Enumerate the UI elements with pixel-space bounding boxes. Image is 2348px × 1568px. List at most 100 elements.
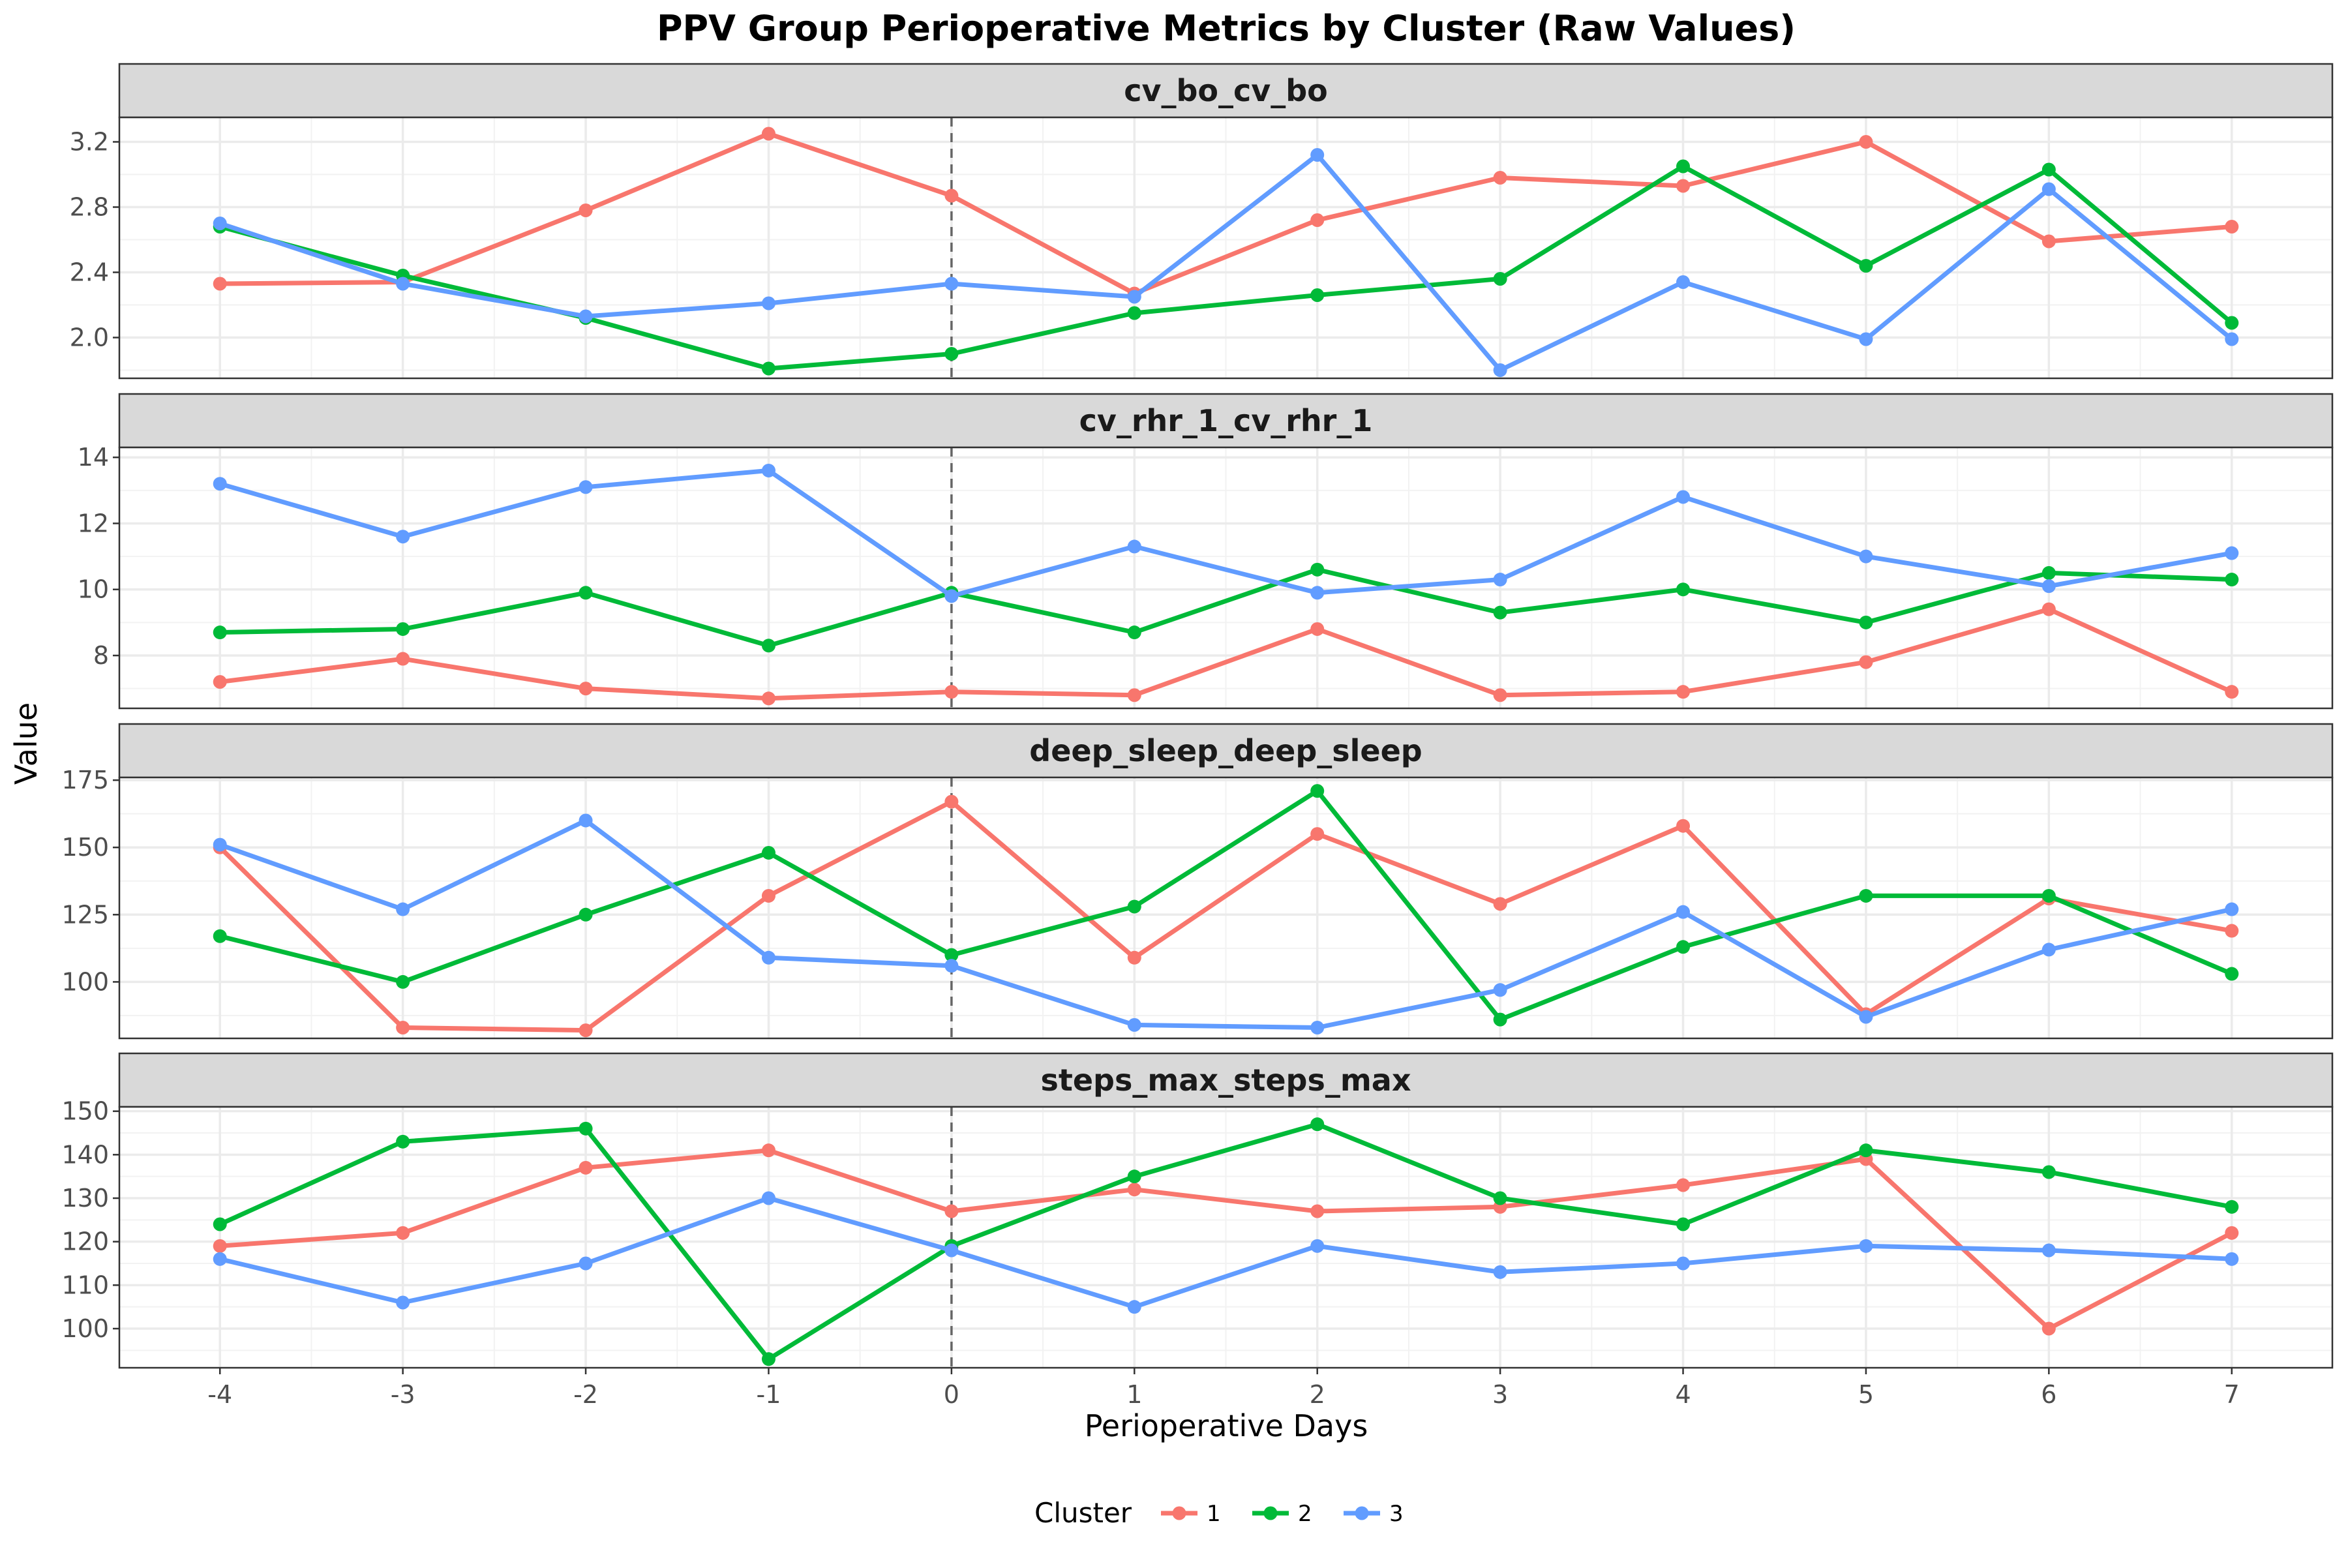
data-point-cluster-2	[2041, 565, 2056, 580]
y-tick-label: 150	[61, 833, 109, 862]
panel-border	[118, 776, 2334, 1040]
data-point-cluster-3	[2225, 332, 2239, 346]
data-point-cluster-3	[2225, 902, 2239, 916]
legend-key-point	[1263, 1506, 1278, 1520]
data-point-cluster-1	[944, 685, 959, 699]
data-point-cluster-3	[1310, 1239, 1325, 1253]
data-point-cluster-3	[2225, 1252, 2239, 1266]
data-point-cluster-1	[1310, 622, 1325, 636]
data-point-cluster-2	[213, 929, 227, 943]
data-point-cluster-2	[2225, 573, 2239, 587]
y-tick-label: 3.2	[70, 128, 109, 157]
data-point-cluster-1	[1127, 688, 1141, 702]
data-point-cluster-1	[213, 674, 227, 689]
data-point-cluster-3	[1859, 1010, 1873, 1024]
panel-border	[118, 446, 2334, 710]
series-line-cluster-1	[217, 607, 2235, 701]
data-point-cluster-2	[761, 845, 775, 860]
data-point-cluster-2	[2041, 888, 2056, 903]
x-axis-title: Perioperative Days	[1085, 1408, 1368, 1443]
data-point-cluster-3	[1310, 1021, 1325, 1035]
data-point-cluster-3	[213, 837, 227, 852]
data-point-cluster-3	[213, 217, 227, 230]
data-point-cluster-2	[579, 586, 593, 600]
data-point-cluster-1	[213, 277, 227, 291]
legend-label: 3	[1389, 1501, 1404, 1527]
facet-strip-label: cv_rhr_1_cv_rhr_1	[1079, 403, 1373, 438]
data-point-cluster-3	[1493, 1265, 1507, 1279]
y-tick-label: 120	[61, 1228, 109, 1256]
data-point-cluster-1	[1310, 827, 1325, 841]
data-point-cluster-2	[944, 347, 959, 361]
data-point-cluster-2	[944, 948, 959, 962]
data-point-cluster-2	[761, 1352, 775, 1366]
legend-title: Cluster	[1034, 1497, 1132, 1529]
data-point-cluster-1	[944, 1204, 959, 1218]
legend-label: 2	[1298, 1501, 1312, 1527]
facet-strip-label: deep_sleep_deep_sleep	[1029, 733, 1422, 768]
data-point-cluster-2	[1676, 582, 1691, 597]
y-tick-label: 140	[61, 1140, 109, 1169]
data-point-cluster-3	[579, 480, 593, 494]
y-tick-label: 2.0	[70, 324, 109, 352]
data-point-cluster-3	[1127, 539, 1141, 554]
data-point-cluster-3	[1310, 148, 1325, 162]
x-tick-label: -4	[207, 1380, 232, 1409]
x-tick-label: 3	[1492, 1380, 1508, 1409]
series-line-cluster-2	[217, 1122, 2235, 1362]
series-line-cluster-3	[217, 818, 2235, 1030]
data-point-cluster-2	[1493, 605, 1507, 620]
x-tick-label: 6	[2041, 1380, 2056, 1409]
legend-key-point	[1172, 1506, 1186, 1520]
data-point-cluster-3	[1676, 1256, 1691, 1271]
x-tick-label: -1	[757, 1380, 781, 1409]
data-point-cluster-2	[396, 622, 410, 636]
series-line-cluster-1	[217, 799, 2235, 1033]
chart-title: PPV Group Perioperative Metrics by Clust…	[657, 8, 1796, 49]
data-point-cluster-1	[2041, 602, 2056, 616]
data-point-cluster-1	[396, 1021, 410, 1035]
data-point-cluster-2	[1859, 615, 1873, 629]
data-point-cluster-3	[1310, 586, 1325, 600]
facet-panel-1: cv_bo_cv_bo 2.0 2.4 2.8 3.2	[70, 63, 2334, 380]
data-point-cluster-1	[213, 1239, 227, 1253]
series-line-cluster-3	[217, 153, 2235, 372]
legend: Cluster 1 2 3	[1034, 1497, 1404, 1529]
x-tick-label: 2	[1310, 1380, 1325, 1409]
y-tick-label: 130	[61, 1184, 109, 1213]
data-point-cluster-2	[1676, 1217, 1691, 1231]
data-point-cluster-2	[1859, 1143, 1873, 1158]
legend-key-point	[1355, 1506, 1369, 1520]
data-point-cluster-1	[396, 1226, 410, 1240]
data-point-cluster-1	[1127, 1183, 1141, 1197]
data-point-cluster-3	[396, 530, 410, 544]
data-point-cluster-3	[1676, 490, 1691, 504]
data-point-cluster-2	[1676, 159, 1691, 173]
data-point-cluster-1	[1493, 171, 1507, 185]
data-point-cluster-1	[1493, 688, 1507, 702]
data-point-cluster-1	[1310, 1204, 1325, 1218]
data-point-cluster-1	[761, 127, 775, 141]
x-tick-label: 5	[1858, 1380, 1874, 1409]
data-point-cluster-3	[944, 1243, 959, 1258]
data-point-cluster-3	[1493, 363, 1507, 377]
data-point-cluster-3	[761, 463, 775, 477]
data-point-cluster-3	[1859, 1239, 1873, 1253]
data-point-cluster-2	[1310, 1117, 1325, 1132]
data-point-cluster-2	[1859, 259, 1873, 273]
data-point-cluster-2	[761, 639, 775, 653]
data-point-cluster-2	[213, 1217, 227, 1231]
data-point-cluster-1	[1676, 819, 1691, 833]
y-tick-label: 2.8	[70, 193, 109, 222]
data-point-cluster-2	[1310, 784, 1325, 798]
y-tick-label: 10	[78, 575, 109, 604]
data-point-cluster-1	[1310, 213, 1325, 227]
data-point-cluster-3	[396, 902, 410, 916]
data-point-cluster-1	[1676, 179, 1691, 193]
data-point-cluster-3	[761, 296, 775, 310]
series-line-cluster-2	[217, 567, 2235, 648]
facet-strip-label: cv_bo_cv_bo	[1124, 73, 1328, 108]
facet-strip-label: steps_max_steps_max	[1040, 1063, 1411, 1098]
